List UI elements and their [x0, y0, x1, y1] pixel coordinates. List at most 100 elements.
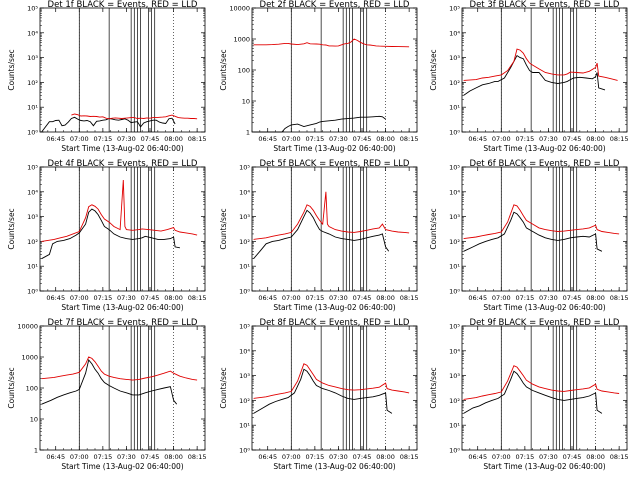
y-tick-label: 10⁴: [27, 188, 38, 196]
x-tick-label: 08:00: [164, 294, 183, 302]
x-axis-label: Start Time (13-Aug-02 06:40:00): [483, 303, 605, 312]
x-tick-label: 08:00: [376, 453, 395, 461]
x-tick-label: 08:00: [164, 135, 183, 143]
y-tick-label: 10⁰: [239, 288, 250, 296]
y-tick-label: 1000: [21, 354, 38, 362]
y-tick-label: 10⁵: [449, 164, 460, 172]
y-tick-label: 10⁴: [449, 29, 460, 37]
y-tick-label: 10: [242, 98, 250, 106]
y-tick-label: 10⁴: [27, 29, 38, 37]
y-tick-label: 10: [30, 416, 38, 424]
y-axis-label: Counts/sec: [219, 49, 228, 90]
y-axis-label: Counts/sec: [429, 367, 438, 408]
x-axis-label: Start Time (13-Aug-02 06:40:00): [483, 462, 605, 471]
x-tick-label: 07:00: [492, 135, 511, 143]
x-tick-label: 07:45: [141, 294, 160, 302]
x-tick-label: 07:45: [563, 453, 582, 461]
chart-title: Det 5f BLACK = Events, RED = LLD: [260, 159, 410, 169]
x-tick-label: 07:30: [329, 135, 348, 143]
x-tick-label: 07:30: [117, 294, 136, 302]
y-tick-label: 10⁰: [27, 129, 38, 137]
y-tick-label: 10⁰: [239, 447, 250, 455]
plot-frame: [251, 7, 418, 133]
y-tick-label: 10²: [27, 79, 38, 87]
x-tick-label: 08:15: [188, 294, 207, 302]
y-tick-label: 10²: [27, 238, 38, 246]
series-line-lld: [253, 191, 410, 240]
y-tick-label: 10¹: [239, 263, 250, 271]
y-axis-label: Counts/sec: [429, 208, 438, 249]
x-tick-label: 07:00: [282, 453, 301, 461]
x-tick-label: 08:00: [376, 294, 395, 302]
x-tick-label: 06:45: [46, 294, 65, 302]
y-tick-label: 10¹: [239, 422, 250, 430]
x-tick-label: 08:15: [188, 135, 207, 143]
x-tick-label: 07:45: [353, 135, 372, 143]
chart-title: Det 1f BLACK = Events, RED = LLD: [48, 0, 198, 10]
y-tick-label: 10⁰: [27, 288, 38, 296]
x-axis-label: Start Time (13-Aug-02 06:40:00): [483, 144, 605, 153]
x-tick-label: 07:45: [563, 294, 582, 302]
y-axis-label: Counts/sec: [7, 208, 16, 249]
y-tick-label: 10³: [239, 213, 250, 221]
y-tick-label: 10³: [449, 372, 460, 380]
x-tick-label: 07:00: [70, 135, 89, 143]
chart-title: Det 6f BLACK = Events, RED = LLD: [470, 159, 620, 169]
x-tick-label: 07:45: [353, 453, 372, 461]
y-tick-label: 1000: [233, 36, 250, 44]
series-line-events: [463, 54, 606, 96]
series-line-events: [463, 370, 603, 414]
x-tick-label: 08:00: [586, 294, 605, 302]
x-tick-label: 07:15: [93, 453, 112, 461]
plot-frame: [251, 166, 418, 292]
series-line-events: [253, 368, 393, 414]
x-tick-label: 07:00: [492, 453, 511, 461]
chart-title: Det 7f BLACK = Events, RED = LLD: [48, 318, 198, 328]
x-tick-label: 06:45: [258, 453, 277, 461]
x-tick-label: 08:15: [610, 294, 629, 302]
plot-frame: [461, 7, 628, 133]
x-tick-label: 07:15: [93, 294, 112, 302]
x-tick-label: 07:30: [539, 135, 558, 143]
series-line-events: [253, 115, 386, 133]
series-line-lld: [41, 179, 198, 242]
y-tick-label: 10000: [17, 323, 38, 331]
y-tick-label: 10¹: [449, 104, 460, 112]
x-tick-label: 07:45: [141, 135, 160, 143]
x-tick-label: 07:00: [70, 294, 89, 302]
x-tick-label: 07:45: [563, 135, 582, 143]
y-tick-label: 10²: [239, 238, 250, 246]
y-tick-label: 10¹: [449, 422, 460, 430]
y-tick-label: 10¹: [27, 263, 38, 271]
x-axis-label: Start Time (13-Aug-02 06:40:00): [61, 462, 183, 471]
x-tick-label: 06:45: [258, 135, 277, 143]
y-axis-label: Counts/sec: [219, 208, 228, 249]
x-tick-label: 06:45: [468, 135, 487, 143]
x-axis-label: Start Time (13-Aug-02 06:40:00): [273, 144, 395, 153]
x-tick-label: 07:15: [305, 453, 324, 461]
x-tick-label: 07:00: [282, 294, 301, 302]
y-axis-label: Counts/sec: [429, 49, 438, 90]
y-tick-label: 10⁰: [449, 288, 460, 296]
x-tick-label: 06:45: [46, 135, 65, 143]
x-tick-label: 07:00: [282, 135, 301, 143]
x-tick-label: 07:00: [70, 453, 89, 461]
y-tick-label: 100: [26, 385, 38, 393]
y-tick-label: 10³: [239, 372, 250, 380]
y-tick-label: 10⁰: [449, 447, 460, 455]
x-tick-label: 07:15: [515, 453, 534, 461]
plot-frame: [39, 7, 206, 133]
series-line-events: [41, 116, 176, 133]
x-tick-label: 08:15: [400, 135, 419, 143]
x-tick-label: 07:45: [353, 294, 372, 302]
series-line-lld: [253, 363, 410, 399]
y-tick-label: 10⁴: [449, 347, 460, 355]
series-line-lld: [41, 356, 198, 381]
plot-frame: [461, 325, 628, 451]
x-tick-label: 07:30: [539, 453, 558, 461]
x-tick-label: 08:00: [376, 135, 395, 143]
x-tick-label: 07:00: [492, 294, 511, 302]
x-axis-label: Start Time (13-Aug-02 06:40:00): [273, 462, 395, 471]
y-tick-label: 10³: [449, 213, 460, 221]
